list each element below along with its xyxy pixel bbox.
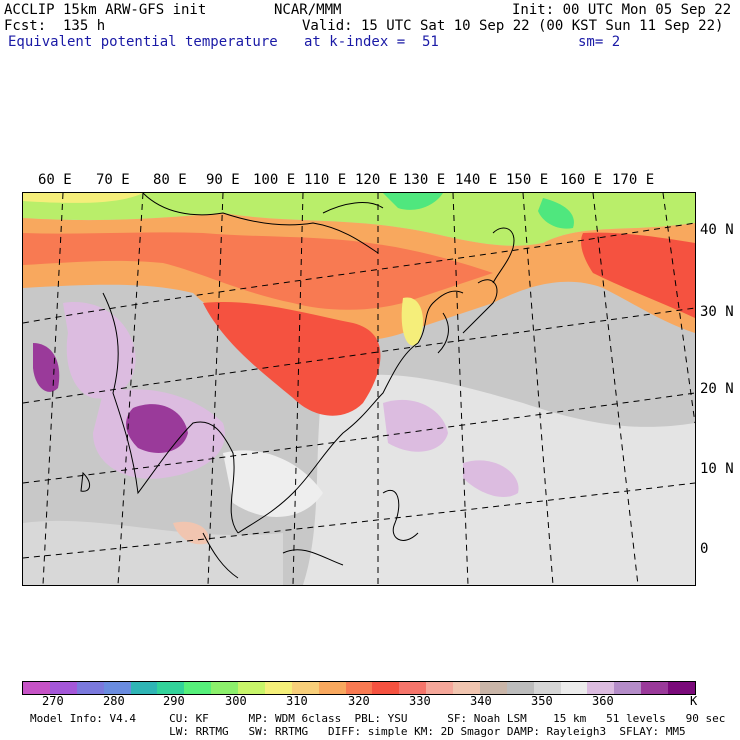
colorbar-swatch (453, 682, 480, 694)
colorbar-swatch (291, 682, 319, 694)
lon-label: 70 E (96, 172, 130, 188)
valid-time: Valid: 15 UTC Sat 10 Sep 22 (00 KST Sun … (302, 18, 724, 34)
colorbar-tick: 310 (286, 694, 308, 708)
colorbar-swatch (533, 682, 561, 694)
colorbar-swatch (479, 682, 507, 694)
colorbar-swatch (506, 682, 534, 694)
lat-label: 20 N (700, 381, 734, 397)
colorbar-tick: 350 (531, 694, 553, 708)
lon-label: 160 E (560, 172, 603, 188)
colorbar-swatch (668, 682, 695, 694)
model-info-line2: LW: RRTMG SW: RRTMG DIFF: simple KM: 2D … (30, 725, 686, 738)
colorbar-swatch (426, 682, 453, 694)
model-info-line1: Model Info: V4.4 CU: KF MP: WDM 6class P… (30, 712, 726, 725)
colorbar-tick: 270 (42, 694, 64, 708)
theta-e-map (22, 192, 696, 586)
colorbar-swatch (560, 682, 588, 694)
colorbar-swatch (641, 682, 668, 694)
colorbar-swatch (587, 682, 615, 694)
colorbar-swatch (264, 682, 292, 694)
colorbar-tick: 360 (592, 694, 614, 708)
lon-label: 150 E (506, 172, 549, 188)
lat-label: 0 (700, 541, 709, 557)
lon-label: 130 E (403, 172, 446, 188)
graticule (23, 193, 695, 585)
colorbar-tick: 300 (225, 694, 247, 708)
lat-label: 40 N (700, 222, 734, 238)
lon-label: 80 E (153, 172, 187, 188)
colorbar-tick: 340 (470, 694, 492, 708)
lon-label: 170 E (612, 172, 655, 188)
lon-label: 120 E (355, 172, 398, 188)
colorbar-tick: 290 (163, 694, 185, 708)
colorbar-tick: 320 (348, 694, 370, 708)
colorbar (22, 681, 696, 695)
colorbar-tick: 330 (409, 694, 431, 708)
colorbar-swatch (184, 682, 212, 694)
lat-label: 10 N (700, 461, 734, 477)
colorbar-swatch (399, 682, 427, 694)
colorbar-swatch (372, 682, 400, 694)
lon-label: 110 E (304, 172, 347, 188)
lon-label: 100 E (253, 172, 296, 188)
init-time: Init: 00 UTC Mon 05 Sep 22 (512, 2, 732, 18)
lat-label: 30 N (700, 304, 734, 320)
colorbar-unit: K (690, 694, 698, 708)
colorbar-swatch (318, 682, 346, 694)
forecast-hour: Fcst: 135 h (4, 18, 106, 34)
colorbar-swatch (103, 682, 131, 694)
smoothing: sm= 2 (578, 34, 621, 50)
colorbar-swatch (238, 682, 265, 694)
colorbar-swatch (130, 682, 158, 694)
model-title: ACCLIP 15km ARW-GFS init (4, 2, 207, 18)
level-index: at k-index = 51 (304, 34, 439, 50)
lon-label: 90 E (206, 172, 240, 188)
colorbar-swatch (49, 682, 77, 694)
colorbar-swatch (23, 682, 50, 694)
colorbar-tick: 280 (103, 694, 125, 708)
lon-label: 140 E (455, 172, 498, 188)
lon-label: 60 E (38, 172, 72, 188)
colorbar-swatch (345, 682, 373, 694)
organization: NCAR/MMM (274, 2, 342, 18)
colorbar-swatch (76, 682, 104, 694)
map-canvas (23, 193, 695, 585)
field-name: Equivalent potential temperature (8, 34, 278, 50)
coastlines (80, 193, 515, 579)
colorbar-swatch (211, 682, 238, 694)
colorbar-swatch (157, 682, 185, 694)
colorbar-swatch (614, 682, 642, 694)
